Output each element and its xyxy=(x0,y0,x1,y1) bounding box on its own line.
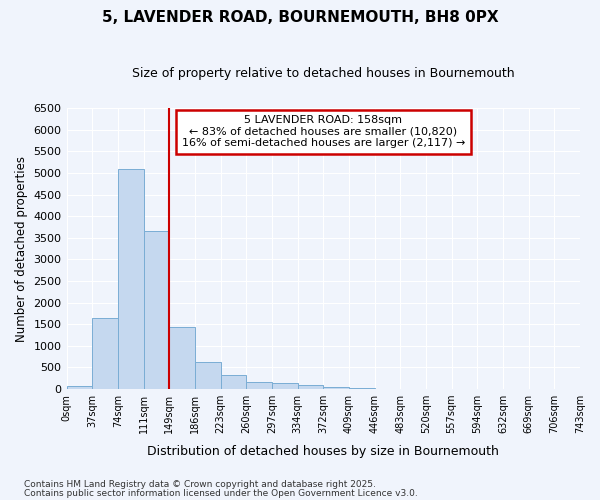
Bar xyxy=(195,362,221,389)
Text: 5, LAVENDER ROAD, BOURNEMOUTH, BH8 0PX: 5, LAVENDER ROAD, BOURNEMOUTH, BH8 0PX xyxy=(101,10,499,25)
Bar xyxy=(67,386,92,389)
Text: Contains public sector information licensed under the Open Government Licence v3: Contains public sector information licen… xyxy=(24,489,418,498)
Text: 5 LAVENDER ROAD: 158sqm
← 83% of detached houses are smaller (10,820)
16% of sem: 5 LAVENDER ROAD: 158sqm ← 83% of detache… xyxy=(182,115,465,148)
Bar xyxy=(143,232,169,389)
Bar xyxy=(118,168,143,389)
Bar xyxy=(246,382,272,389)
Bar xyxy=(272,383,298,389)
X-axis label: Distribution of detached houses by size in Bournemouth: Distribution of detached houses by size … xyxy=(148,444,499,458)
Bar xyxy=(92,318,118,389)
Bar xyxy=(349,388,374,389)
Y-axis label: Number of detached properties: Number of detached properties xyxy=(15,156,28,342)
Title: Size of property relative to detached houses in Bournemouth: Size of property relative to detached ho… xyxy=(132,68,515,80)
Bar xyxy=(323,387,349,389)
Bar xyxy=(169,327,195,389)
Text: Contains HM Land Registry data © Crown copyright and database right 2025.: Contains HM Land Registry data © Crown c… xyxy=(24,480,376,489)
Bar xyxy=(221,375,246,389)
Bar xyxy=(298,385,323,389)
